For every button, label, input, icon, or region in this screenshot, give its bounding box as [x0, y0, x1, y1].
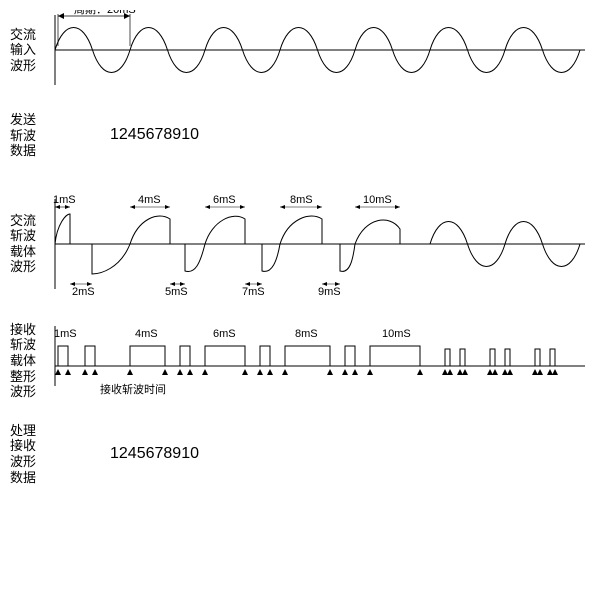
- label-text: 交流: [10, 27, 36, 42]
- svg-text:8mS: 8mS: [290, 194, 313, 206]
- svg-text:8mS: 8mS: [295, 328, 318, 340]
- label-text: 斩波: [10, 228, 36, 243]
- svg-text:6mS: 6mS: [213, 194, 236, 206]
- row-processed-data: 处理 接收 波形 数据 1245678910: [10, 423, 598, 485]
- label-text: 斩波: [10, 337, 36, 352]
- svg-text:2mS: 2mS: [72, 286, 95, 298]
- processed-data-value: 1245678910: [50, 445, 598, 463]
- label-text: 处理: [10, 423, 36, 438]
- period-label: 周期：20mS: [74, 10, 136, 16]
- label-text: 波形: [10, 259, 36, 274]
- label-text: 交流: [10, 213, 36, 228]
- svg-text:1mS: 1mS: [53, 194, 76, 206]
- row-send-data: 发送 斩波 数据 1245678910: [10, 112, 598, 159]
- row-chopped-waveform: 交流 斩波 载体 波形: [10, 189, 598, 299]
- sine-wave-svg: 周期：20mS: [50, 10, 585, 90]
- recv-annotations: 1mS 4mS 6mS 8mS 10mS: [54, 328, 411, 340]
- svg-text:4mS: 4mS: [138, 194, 161, 206]
- label-text: 发送: [10, 112, 36, 127]
- label-processed: 处理 接收 波形 数据: [10, 423, 50, 485]
- svg-text:5mS: 5mS: [165, 286, 188, 298]
- edge-arrows: [55, 369, 558, 375]
- send-data-value: 1245678910: [50, 126, 598, 144]
- svg-text:7mS: 7mS: [242, 286, 265, 298]
- row-received-waveform: 接收 斩波 载体 整形 波形: [10, 321, 598, 401]
- svg-text:4mS: 4mS: [135, 328, 158, 340]
- svg-text:10mS: 10mS: [382, 328, 411, 340]
- svg-text:10mS: 10mS: [363, 194, 392, 206]
- received-wave-svg: 1mS 4mS 6mS 8mS 10mS 接收斩波时间: [50, 321, 585, 401]
- label-text: 斩波: [10, 128, 36, 143]
- svg-text:1mS: 1mS: [54, 328, 77, 340]
- label-text: 接收: [10, 438, 36, 453]
- label-send-data: 发送 斩波 数据: [10, 112, 50, 159]
- label-chopped: 交流 斩波 载体 波形: [10, 213, 50, 275]
- label-ac-input: 交流 输入 波形: [10, 27, 50, 74]
- pulse-group: [58, 346, 555, 366]
- svg-text:9mS: 9mS: [318, 286, 341, 298]
- label-text: 波形: [10, 454, 36, 469]
- recv-caption: 接收斩波时间: [100, 382, 166, 396]
- label-text: 数据: [10, 143, 36, 158]
- row-ac-input: 交流 输入 波形 周期：20mS: [10, 10, 598, 90]
- label-text: 波形: [10, 58, 36, 73]
- plot-ac-input: 周期：20mS: [50, 10, 598, 90]
- chop-annotations: 1mS 2mS 4mS 5mS 6mS 7mS 8mS: [53, 194, 400, 298]
- label-text: 接收: [10, 322, 36, 337]
- label-text: 波形: [10, 384, 36, 399]
- label-text: 数据: [10, 470, 36, 485]
- plot-received: 1mS 4mS 6mS 8mS 10mS 接收斩波时间: [50, 321, 598, 401]
- label-text: 载体: [10, 244, 36, 259]
- label-text: 整形: [10, 369, 36, 384]
- svg-text:6mS: 6mS: [213, 328, 236, 340]
- label-text: 载体: [10, 353, 36, 368]
- plot-chopped: 1mS 2mS 4mS 5mS 6mS 7mS 8mS: [50, 189, 598, 299]
- label-text: 输入: [10, 42, 36, 57]
- label-received: 接收 斩波 载体 整形 波形: [10, 322, 50, 400]
- chopped-wave-svg: 1mS 2mS 4mS 5mS 6mS 7mS 8mS: [50, 189, 585, 299]
